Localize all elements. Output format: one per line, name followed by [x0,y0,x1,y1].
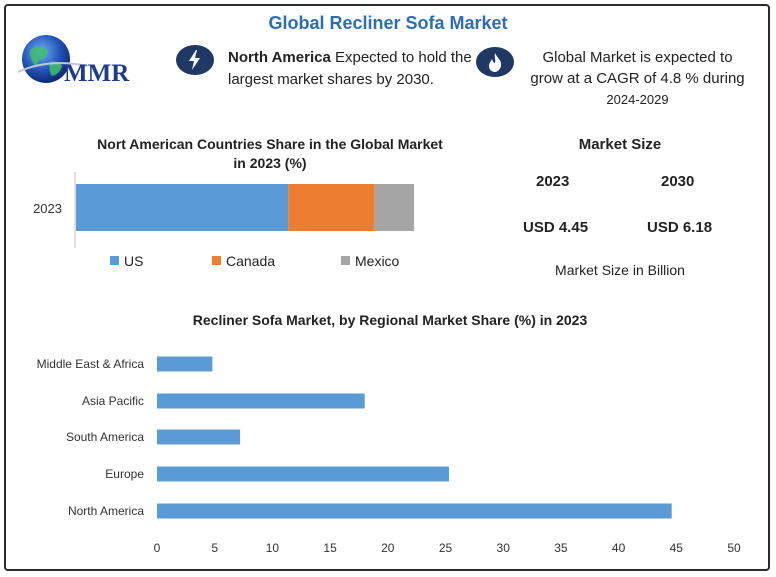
category-label-asia-pacific: Asia Pacific [82,394,144,408]
x-tick-label-40: 40 [612,541,626,555]
x-tick-label-20: 20 [381,541,395,555]
logo-text: MMR [64,60,130,87]
x-tick-label-10: 10 [266,541,280,555]
x-tick-label-15: 15 [323,541,337,555]
cagr-text: Global Market is expected to grow at a C… [530,49,745,87]
x-tick-label-45: 45 [670,541,684,555]
page-title: Global Recliner Sofa Market [268,13,508,33]
legend-swatch-canada [212,256,221,265]
bar-europe [157,466,449,482]
north-america-rest: Expected to hold the largest market shar… [228,49,472,88]
market-size-value-2023: USD 4.45 [523,219,589,236]
category-label-south-america: South America [66,430,144,444]
north-america-info: North America Expected to hold the large… [228,47,478,91]
flame-icon [476,47,514,77]
bar-north-america [157,503,672,519]
market-size-year-2023: 2023 [536,173,570,190]
category-label-2023: 2023 [33,201,62,216]
bar-segment-mexico [374,184,414,231]
category-label-middle-east-africa: Middle East & Africa [37,357,145,371]
market-size-value-2030: USD 6.18 [647,219,713,236]
bar-segment-canada [288,184,375,231]
category-label-europe: Europe [105,467,144,481]
legend-label-canada: Canada [226,253,275,269]
cagr-years: 2024-2029 [606,92,669,107]
bar-segment-us [76,184,289,231]
bar-south-america [157,429,241,445]
legend-swatch-mexico [341,256,350,265]
x-tick-label-25: 25 [439,541,453,555]
lightning-bolt-icon [176,45,214,75]
cagr-info: Global Market is expected to grow at a C… [530,47,745,110]
legend-label-us: US [124,253,143,269]
mmr-logo [17,35,89,83]
bar-asia-pacific [157,393,365,409]
market-size-title: Market Size [578,136,662,153]
country-share-chart-title: Nort American Countries Share in the Glo… [97,136,443,171]
bar-middle-east-africa [157,356,213,372]
x-tick-label-0: 0 [154,541,161,555]
regional-share-chart-title: Recliner Sofa Market, by Regional Market… [192,312,588,328]
x-tick-label-35: 35 [554,541,568,555]
x-tick-label-5: 5 [211,541,218,555]
x-tick-label-50: 50 [727,541,741,555]
legend-label-mexico: Mexico [355,253,400,269]
category-label-north-america: North America [68,504,144,518]
market-size-note: Market Size in Billion [555,262,685,278]
legend-swatch-us [110,256,119,265]
north-america-bold: North America [228,49,331,66]
x-tick-label-30: 30 [497,541,511,555]
market-size-year-2030: 2030 [661,173,695,190]
